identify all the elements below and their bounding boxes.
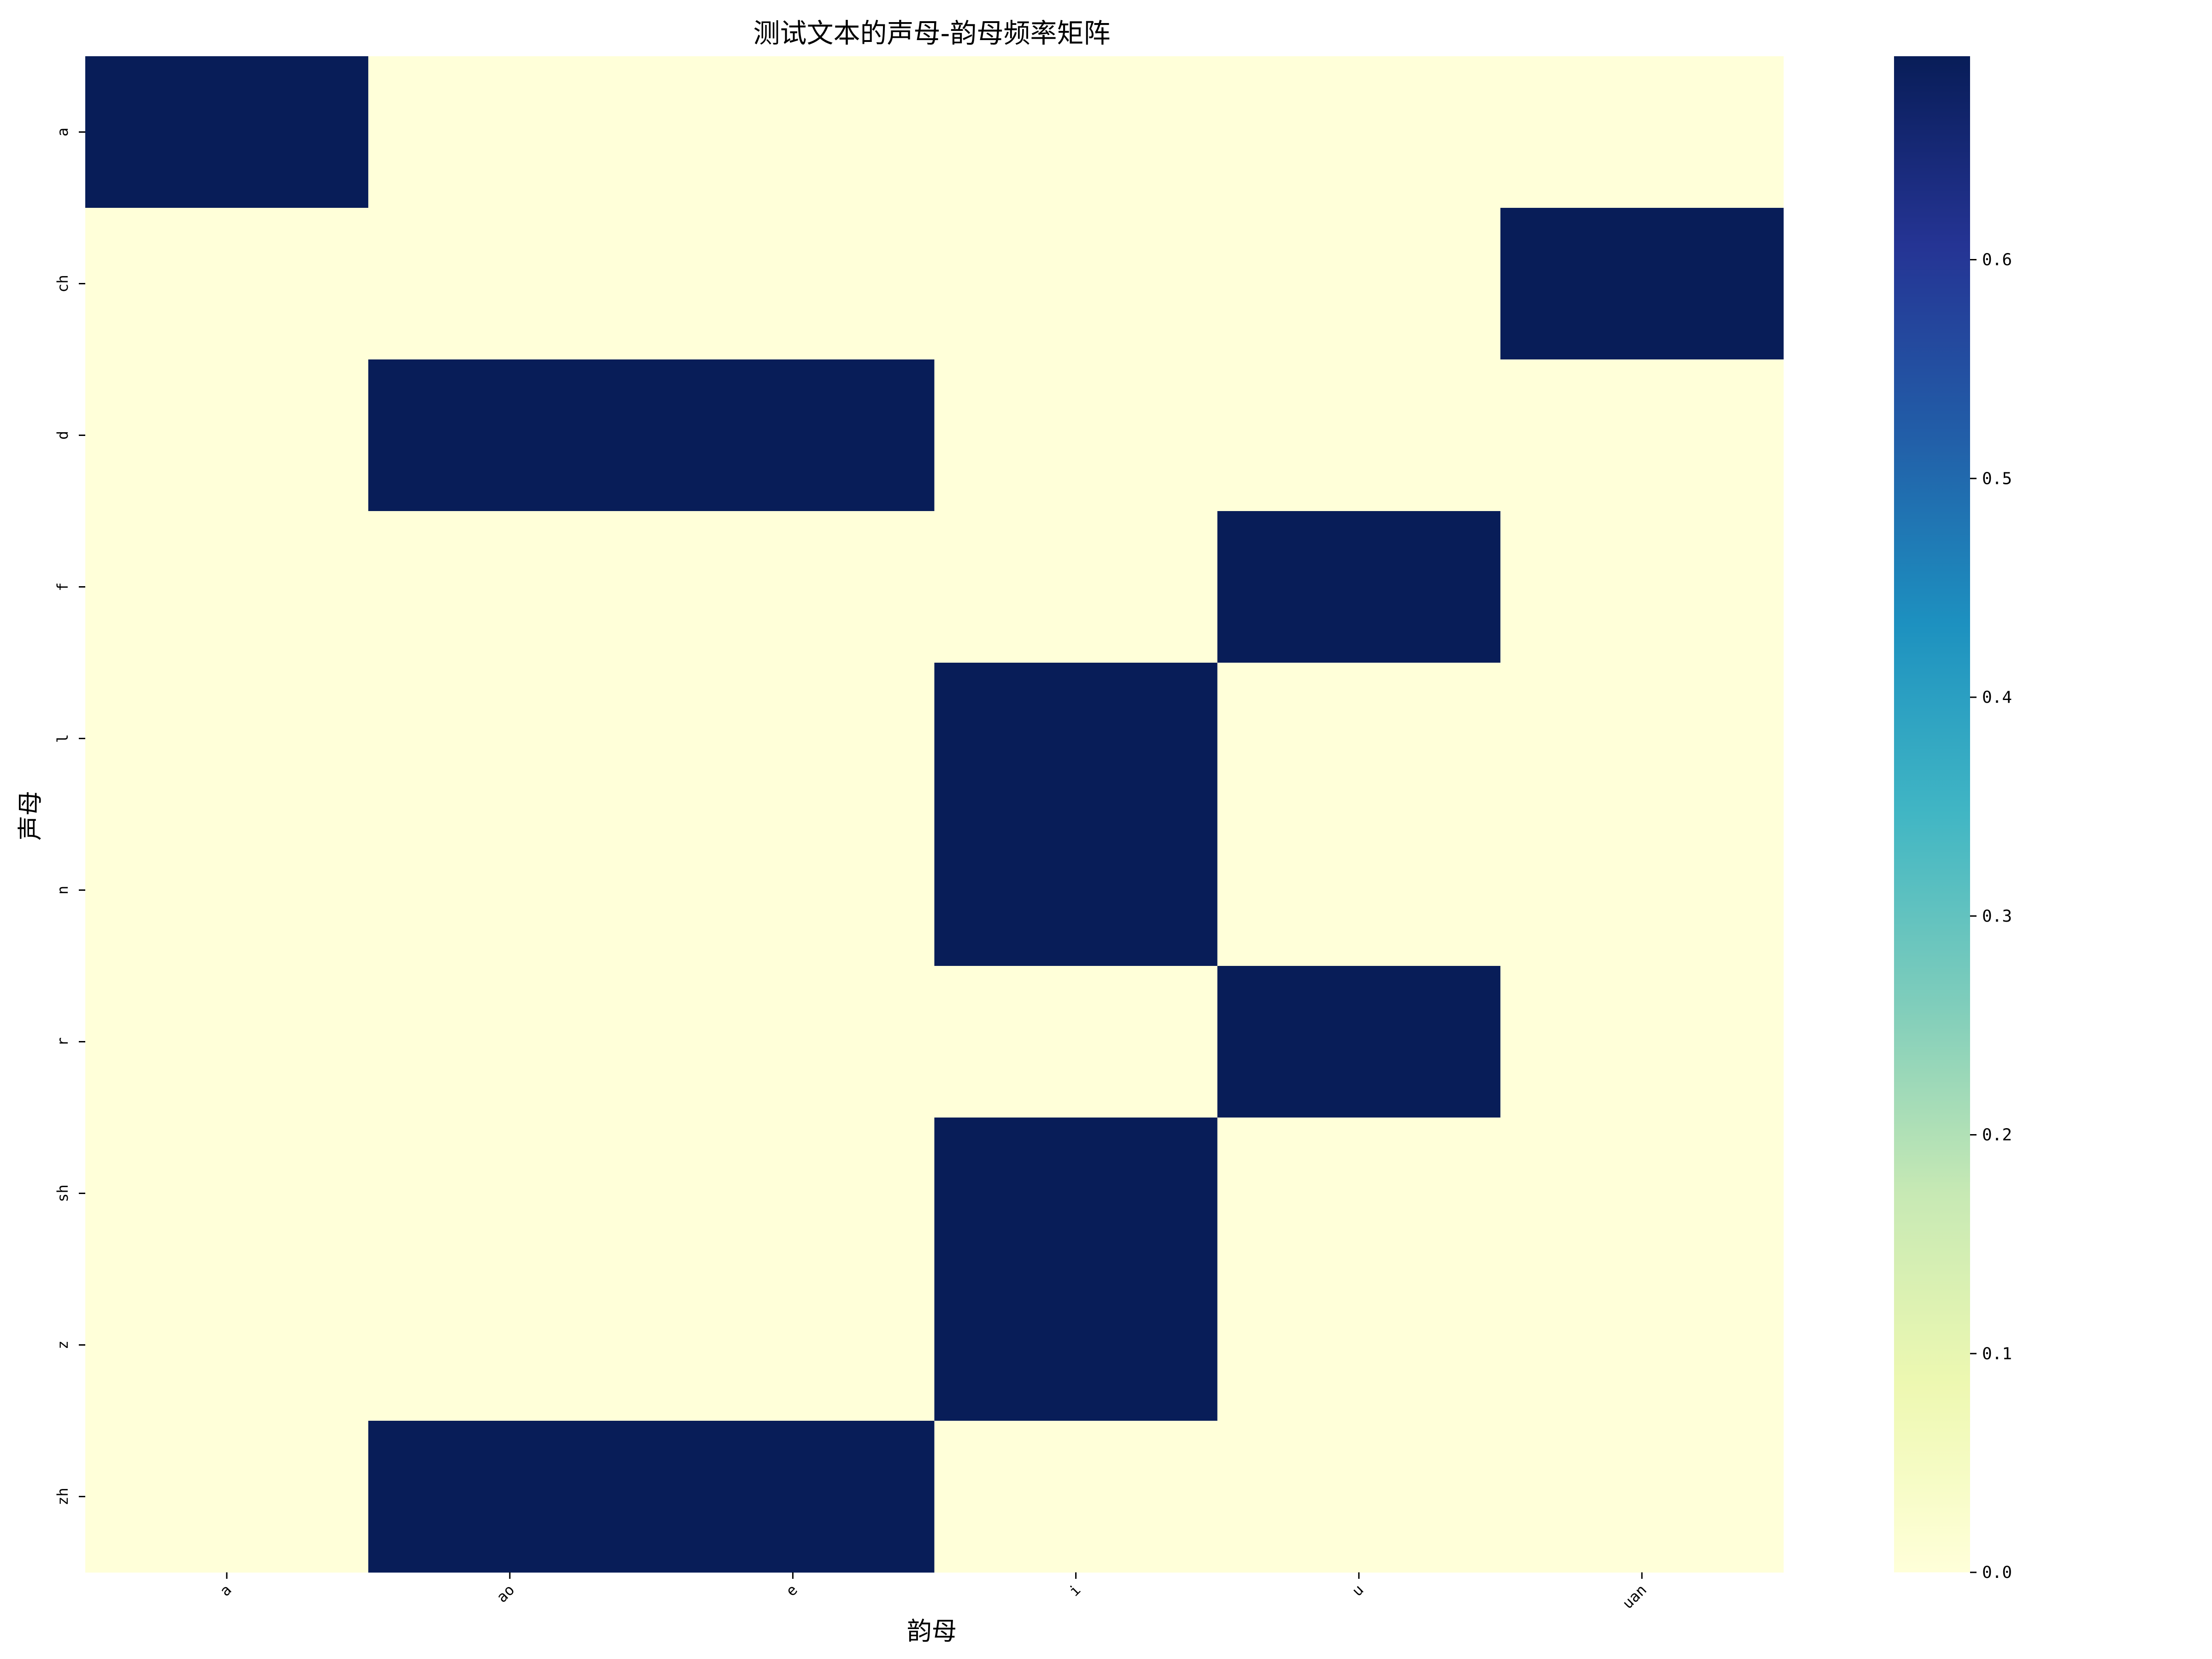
heatmap-cell [85,663,369,815]
heatmap-cell [1217,208,1501,360]
heatmap-cell [368,1269,652,1421]
heatmap-cell [1217,1118,1501,1270]
colorbar-tick-label: 0.1 [1982,1344,2012,1363]
x-tick-label: i [1065,1581,1084,1600]
heatmap-cells [85,56,1784,1573]
heatmap-cell [85,56,369,208]
heatmap-cell [651,359,935,512]
heatmap-cell [85,1118,369,1270]
heatmap-cell [85,208,369,360]
colorbar-tick-label: 0.6 [1982,251,2012,270]
heatmap-cell [1500,1118,1784,1270]
heatmap-cell [651,663,935,815]
heatmap-cell [651,1118,935,1270]
heatmap-cell [85,1421,369,1573]
heatmap-cell [1500,1421,1784,1573]
heatmap-cell [368,663,652,815]
heatmap-cell [1500,966,1784,1118]
heatmap-cell [85,359,369,512]
y-tick-label: n [54,886,71,894]
heatmap-cell [1217,1269,1501,1421]
heatmap-cell [1217,966,1501,1118]
chart-title: 测试文本的声母-韵母频率矩阵 [753,18,1111,49]
heatmap-cell [1500,1269,1784,1421]
heatmap-cell [368,814,652,966]
heatmap-cell [1217,56,1501,208]
heatmap-cell [934,814,1218,966]
heatmap-cell [1217,814,1501,966]
heatmap-cell [85,511,369,663]
heatmap-cell [651,56,935,208]
heatmap-cell [651,966,935,1118]
heatmap-cell [368,1421,652,1573]
heatmap-cell [934,208,1218,360]
heatmap-cell [85,814,369,966]
x-tick-label: uan [1619,1581,1650,1612]
heatmap-cell [1217,1421,1501,1573]
heatmap-cell [368,359,652,512]
x-tick-label: a [216,1581,235,1600]
y-tick-label: ch [54,275,71,293]
heatmap-cell [368,511,652,663]
heatmap-cell [651,1421,935,1573]
heatmap-cell [85,1269,369,1421]
heatmap-cell [934,966,1218,1118]
heatmap-cell [85,966,369,1118]
heatmap-cell [934,1269,1218,1421]
heatmap-cell [651,1269,935,1421]
colorbar-gradient [1894,56,1970,1572]
heatmap-cell [1500,359,1784,512]
colorbar-tick-label: 0.3 [1982,907,2012,926]
heatmap-cell [1217,663,1501,815]
y-tick-label: r [54,1037,71,1046]
heatmap-cell [934,359,1218,512]
y-tick-label: sh [54,1184,71,1202]
heatmap-cell [368,56,652,208]
heatmap-cell [934,1421,1218,1573]
x-axis-label: 韵母 [907,1617,957,1646]
y-tick-label: zh [54,1488,71,1506]
heatmap-cell [1500,56,1784,208]
heatmap-cell [1500,814,1784,966]
heatmap-cell [368,966,652,1118]
colorbar-axis: 0.0 0.1 0.2 0.3 0.4 0.5 0.6 [1970,251,2012,1582]
colorbar-tick-label: 0.0 [1982,1563,2012,1582]
heatmap-cell [934,663,1218,815]
x-tick-label: e [782,1581,801,1600]
heatmap-cell [1500,208,1784,360]
y-tick-label: l [54,734,71,743]
x-axis: a ao e i u uan [216,1572,1650,1612]
heatmap-cell [368,1118,652,1270]
y-tick-label: f [54,582,71,591]
heatmap-cell [651,814,935,966]
x-tick-label: u [1348,1581,1367,1600]
heatmap-cell [934,1118,1218,1270]
colorbar [1894,56,1970,1572]
heatmap-cell [1500,511,1784,663]
colorbar-tick-label: 0.5 [1982,469,2012,488]
x-tick-label: ao [493,1581,518,1606]
y-tick-label: d [54,431,71,440]
colorbar-tick-label: 0.2 [1982,1126,2012,1145]
y-tick-label: a [54,128,71,136]
heatmap-cell [651,511,935,663]
heatmap-cell [934,56,1218,208]
colorbar-tick-label: 0.4 [1982,688,2012,707]
y-axis: a ch d f l n r sh z zh [54,128,85,1506]
y-axis-label: 声母 [16,791,45,841]
y-tick-label: z [54,1341,71,1349]
heatmap-cell [1500,663,1784,815]
heatmap-cell [934,511,1218,663]
heatmap-cell [1217,359,1501,512]
heatmap-cell [651,208,935,360]
heatmap-cell [368,208,652,360]
heatmap-cell [1217,511,1501,663]
